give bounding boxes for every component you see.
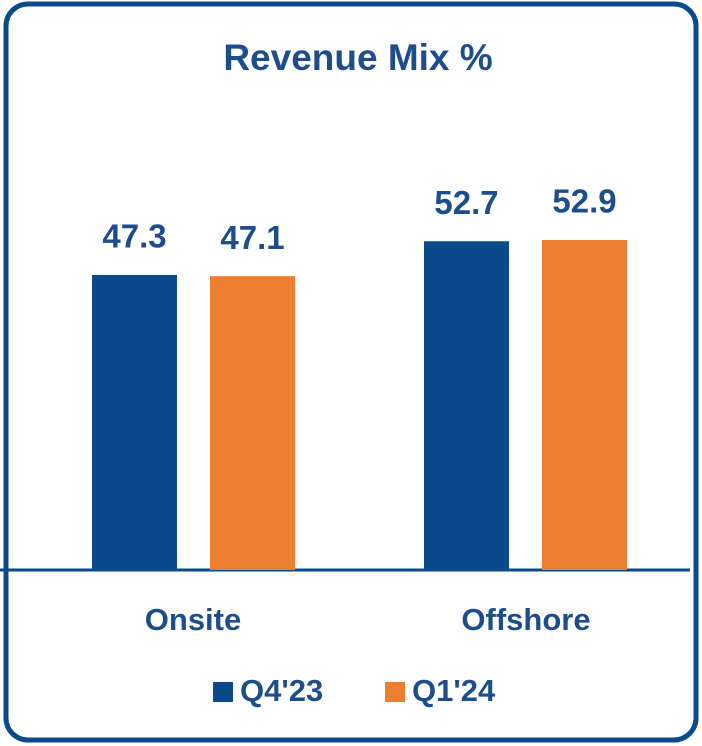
- chart-title: Revenue Mix %: [223, 37, 492, 78]
- bar: [92, 274, 177, 570]
- legend-label: Q4'23: [240, 673, 323, 708]
- frame: [3, 1, 699, 743]
- bar: [210, 276, 295, 570]
- x-tick-label: Offshore: [461, 602, 590, 637]
- legend-swatch: [385, 682, 405, 702]
- bar: [424, 241, 509, 571]
- legend-label: Q1'24: [412, 673, 496, 708]
- data-label: 47.3: [102, 218, 166, 255]
- bar: [542, 240, 627, 570]
- data-label: 52.9: [552, 183, 616, 220]
- legend-swatch: [213, 682, 233, 702]
- data-label: 47.1: [220, 219, 284, 256]
- x-tick-label: Onsite: [145, 602, 241, 637]
- data-label: 52.7: [434, 184, 498, 221]
